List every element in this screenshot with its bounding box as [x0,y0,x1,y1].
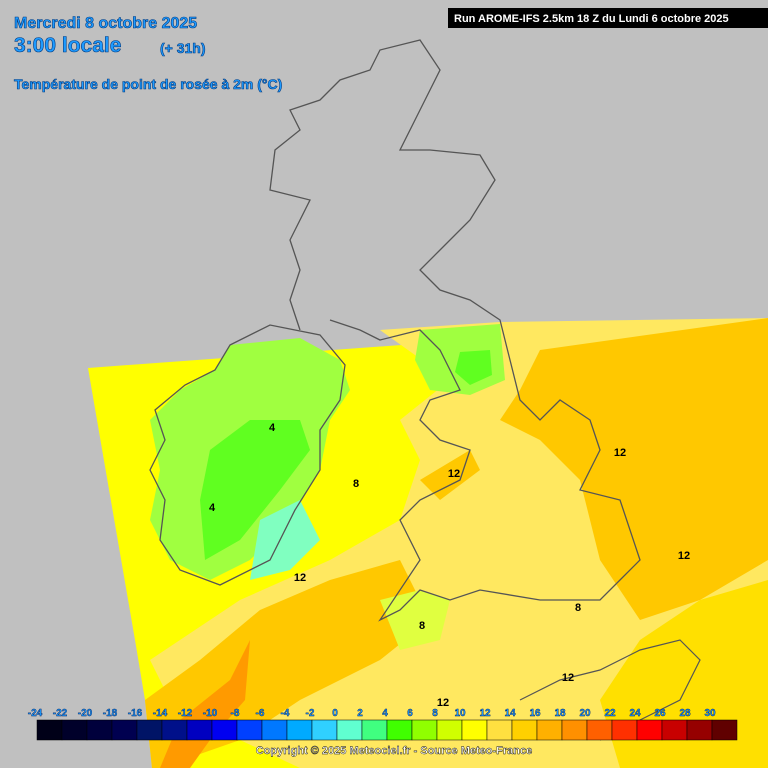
legend-swatch [236,719,263,741]
legend-tick-label: -8 [231,708,240,719]
ireland-teal [250,500,320,580]
legend-tick-label: 6 [407,708,413,719]
legend-swatch [611,719,638,741]
legend-tick-label: 24 [629,708,641,719]
legend-tick-label: 12 [479,708,491,719]
ireland-coast [149,324,346,586]
legend-swatch [511,719,538,741]
legend-swatch [311,719,338,741]
cornwall-green [380,590,450,650]
legend-swatch [711,719,738,741]
legend-tick-label: -10 [203,708,218,719]
legend-swatch [661,719,688,741]
legend-swatch [86,719,113,741]
legend-swatch [111,719,138,741]
legend-tick-label: -22 [53,708,68,719]
legend-swatch [536,719,563,741]
legend-tick-label: 4 [382,708,388,719]
copyright: Copyright © 2025 Meteociel.fr - Source M… [256,745,532,757]
date: Mercredi 8 octobre 2025 [14,15,197,32]
legend-tick-label: -16 [128,708,143,719]
legend-tick-label: 20 [579,708,591,719]
ireland-deep-green [200,420,310,560]
time: 3:00 locale [14,34,121,57]
legend-tick-label: 22 [604,708,616,719]
north-england-deep-green [455,350,492,385]
legend-swatch [586,719,613,741]
legend-swatch [161,719,188,741]
legend-tick-label: 26 [654,708,666,719]
britain-coast [269,39,641,622]
lead-time: (+ 31h) [160,40,206,56]
legend-tick-label: -2 [306,708,315,719]
france-coast [519,639,701,741]
contour-label: 8 [575,602,581,614]
zone-orange-wales [420,450,480,500]
legend-swatch [411,719,438,741]
field-title: Température de point de rosée à 2m (°C) [14,76,282,92]
legend-tick-label: -24 [28,708,43,719]
legend-swatch [361,719,388,741]
legend-swatch [136,719,163,741]
legend-swatch [261,719,288,741]
legend-swatch [486,719,513,741]
legend-swatch [461,719,488,741]
legend-swatch [386,719,413,741]
contour-label: 12 [294,572,306,584]
contour-label: 12 [614,447,626,459]
contour-label: 12 [678,550,690,562]
run-box [448,8,768,28]
contour-label: 8 [353,478,359,490]
legend-tick-label: 2 [357,708,363,719]
contour-label: 4 [209,502,216,514]
legend-swatch [61,719,88,741]
legend-swatch [336,719,363,741]
contour-label: 4 [269,422,276,434]
legend-swatch [211,719,238,741]
legend-tick-label: 16 [529,708,541,719]
legend-tick-label: 28 [679,708,691,719]
contour-label: 8 [419,620,425,632]
legend-swatch [561,719,588,741]
legend-tick-label: 18 [554,708,566,719]
contour-label: 12 [562,672,574,684]
legend-swatch [186,719,213,741]
legend-tick-label: 30 [704,708,716,719]
legend-swatch [436,719,463,741]
legend-tick-label: -6 [256,708,265,719]
legend-tick-label: 8 [432,708,438,719]
legend-swatch [636,719,663,741]
legend-tick-label: -14 [153,708,168,719]
legend-tick-label: 10 [454,708,466,719]
legend-swatch [286,719,313,741]
contour-label: 12 [448,468,460,480]
contour-label: 12 [437,697,449,709]
legend-tick-label: -12 [178,708,193,719]
legend-tick-label: -18 [103,708,118,719]
legend-swatch [686,719,713,741]
legend-swatch [36,719,63,741]
legend-tick-label: -20 [78,708,93,719]
run-info: Run AROME-IFS 2.5km 18 Z du Lundi 6 octo… [454,13,729,25]
legend-tick-label: 14 [504,708,516,719]
legend-tick-label: -4 [281,708,290,719]
zone-orange [500,318,768,620]
legend-tick-label: 0 [332,708,338,719]
